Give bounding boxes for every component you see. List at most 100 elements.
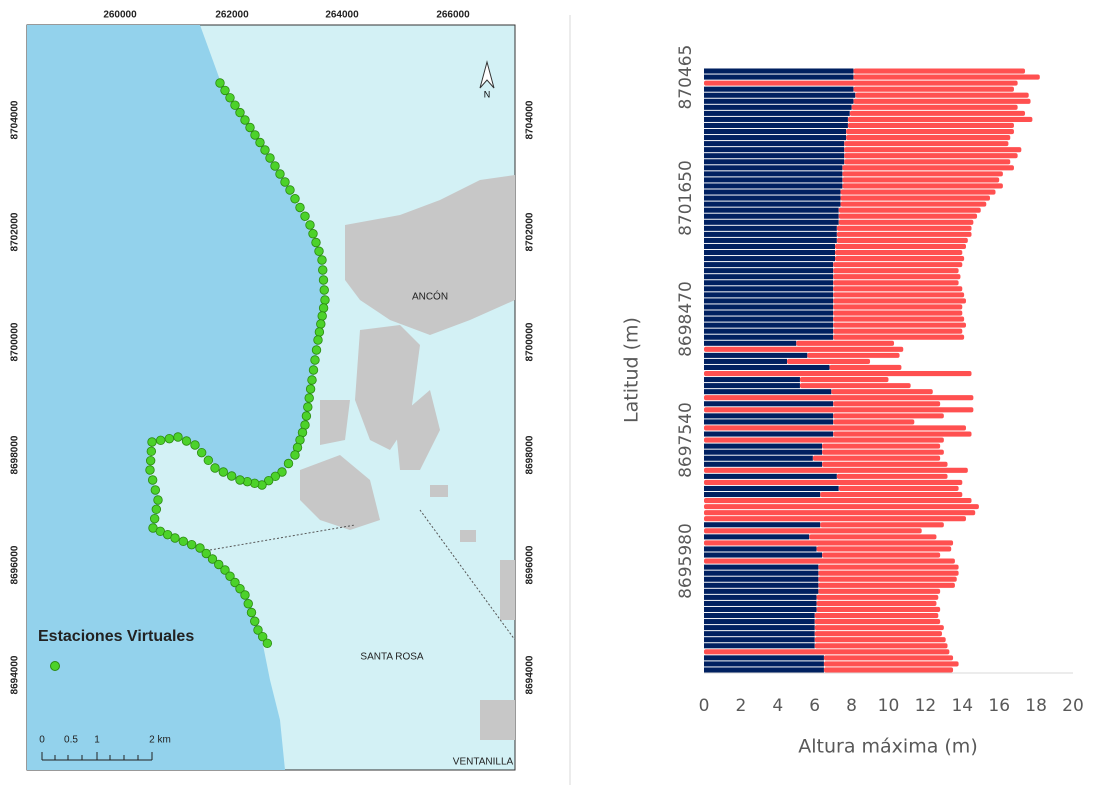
bar-segment bbox=[704, 546, 817, 552]
bar-segment bbox=[704, 558, 955, 564]
bar-segment bbox=[704, 104, 852, 110]
bar-segment bbox=[833, 413, 944, 419]
map: 260000 262000 264000 266000 8704000 87040… bbox=[10, 10, 536, 771]
chart: 870465 8701650 8698470 8697540 8695980 0 2 4 6 8 1… bbox=[676, 45, 1084, 716]
map-x-label: 266000 bbox=[436, 10, 470, 21]
map-y-label: 8694000 bbox=[10, 655, 21, 694]
x-tick-label: 16 bbox=[988, 696, 1010, 716]
y-tick-label: 8697540 bbox=[676, 402, 696, 478]
station-dot bbox=[153, 495, 163, 505]
bar-segment bbox=[704, 171, 843, 177]
station-dot bbox=[250, 130, 260, 140]
station-dot bbox=[303, 402, 313, 412]
bar-segment bbox=[814, 631, 943, 637]
bar-segment bbox=[838, 485, 959, 492]
bar-segment bbox=[838, 213, 978, 219]
map-y-label: 8696000 bbox=[10, 545, 21, 584]
bar-segment bbox=[846, 135, 1011, 141]
bar-segment bbox=[704, 262, 834, 268]
station-dot bbox=[240, 590, 250, 600]
station-dot bbox=[301, 411, 312, 421]
station-dot bbox=[300, 211, 310, 221]
bar-segment bbox=[833, 401, 941, 407]
bar-segment bbox=[838, 219, 974, 225]
bar-segment bbox=[704, 346, 904, 352]
station-dot bbox=[181, 436, 192, 446]
scale-label: 0 bbox=[39, 735, 45, 746]
bar-segment bbox=[799, 377, 889, 383]
station-dot bbox=[225, 93, 235, 103]
x-tick-label: 2 bbox=[735, 696, 746, 716]
bar-segment bbox=[853, 98, 1031, 104]
station-dot bbox=[145, 455, 156, 466]
x-tick-label: 20 bbox=[1062, 696, 1084, 716]
bar-segment bbox=[822, 449, 944, 455]
place-label: VENTANILLA bbox=[453, 757, 514, 768]
station-dot bbox=[243, 599, 253, 609]
station-dot bbox=[250, 616, 260, 626]
bar-segment bbox=[704, 437, 944, 443]
station-dot bbox=[262, 638, 273, 649]
bar-segment bbox=[814, 643, 948, 649]
bar-segment bbox=[840, 195, 990, 201]
bar-segment bbox=[704, 225, 837, 231]
bar-segment bbox=[704, 667, 824, 673]
bar-segment bbox=[704, 449, 823, 455]
bar-segment bbox=[704, 298, 834, 304]
bar-segment bbox=[844, 147, 1022, 153]
station-dot bbox=[260, 145, 270, 155]
bar-segment bbox=[836, 237, 968, 243]
station-dot bbox=[265, 153, 275, 163]
bar-segment bbox=[704, 534, 810, 540]
station-dot bbox=[314, 246, 324, 256]
bar-segment bbox=[847, 116, 1033, 122]
bar-segment bbox=[704, 619, 815, 625]
bar-segment bbox=[816, 594, 939, 600]
bar-segment bbox=[704, 612, 815, 619]
y-tick-label: 870465 bbox=[676, 45, 696, 110]
bar-segment bbox=[704, 473, 837, 479]
bar-segment bbox=[812, 455, 941, 461]
map-y-label: 8702000 bbox=[10, 212, 21, 251]
bar-segment bbox=[704, 552, 823, 558]
station-dot bbox=[235, 107, 245, 118]
bar-segment bbox=[844, 159, 1011, 165]
station-dot bbox=[263, 475, 274, 486]
bar-segment bbox=[851, 104, 1018, 110]
station-dot bbox=[318, 303, 329, 313]
station-dot bbox=[240, 115, 250, 125]
scale-label: 0.5 bbox=[64, 735, 78, 746]
scale-label: 2 km bbox=[149, 735, 171, 746]
station-dot bbox=[307, 375, 317, 385]
bar-segment bbox=[704, 352, 808, 358]
bar-segment bbox=[853, 86, 1014, 92]
bar-segment bbox=[704, 407, 974, 413]
station-dot bbox=[318, 275, 329, 285]
bar-segment bbox=[704, 358, 788, 364]
station-dot bbox=[314, 327, 325, 337]
station-dot bbox=[317, 311, 327, 321]
north-label: N bbox=[484, 89, 491, 99]
bar-segment bbox=[842, 165, 1014, 171]
map-x-label: 262000 bbox=[215, 10, 249, 21]
bar-segment bbox=[833, 310, 963, 316]
bar-segment bbox=[814, 625, 944, 631]
bar-segment bbox=[823, 655, 954, 661]
bar-segment bbox=[833, 419, 915, 425]
bar-segment bbox=[704, 286, 834, 292]
station-dot bbox=[186, 539, 197, 550]
bar-segment bbox=[704, 316, 834, 322]
bar-segment bbox=[704, 165, 843, 171]
station-dot bbox=[214, 559, 224, 570]
bar-segment bbox=[814, 612, 939, 619]
bar-segment bbox=[833, 322, 966, 328]
bar-segment bbox=[822, 552, 941, 558]
bar-segment bbox=[833, 274, 961, 280]
map-sea bbox=[27, 25, 325, 770]
station-dot bbox=[235, 475, 245, 485]
station-dot bbox=[225, 571, 235, 581]
station-dot bbox=[304, 393, 314, 403]
station-dot bbox=[253, 625, 263, 635]
bar-segment bbox=[809, 534, 937, 540]
